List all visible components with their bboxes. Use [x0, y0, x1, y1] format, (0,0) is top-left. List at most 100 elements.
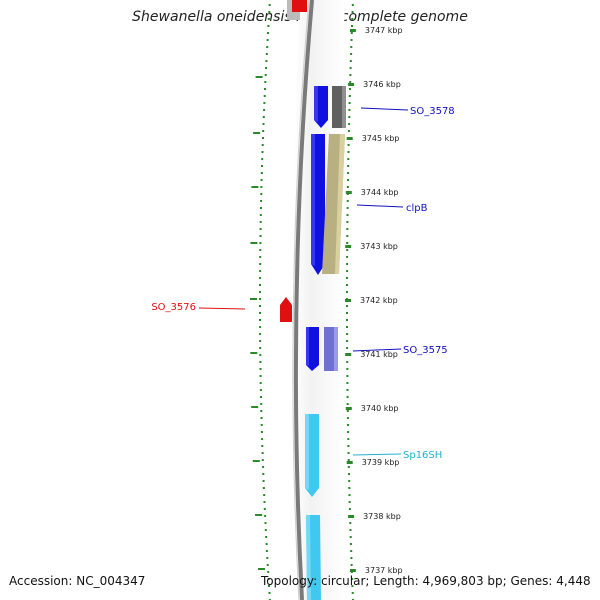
- gene-label-leader: [356, 204, 404, 208]
- gc-skew-dot: [350, 564, 353, 566]
- kbp-tick-label: 3747 kbp: [365, 26, 403, 35]
- gc-skew-dot: [346, 305, 348, 307]
- kbp-tick-label: 3743 kbp: [360, 242, 398, 251]
- gc-skew-dot: [265, 67, 267, 69]
- gc-skew-dot: [260, 396, 262, 398]
- gc-skew-dot: [259, 347, 262, 349]
- gc-skew-dot: [266, 557, 269, 559]
- gene-SO_3575-arrow: [306, 327, 319, 371]
- gc-skew-dot: [350, 557, 353, 559]
- gc-skew-dot: [346, 242, 349, 244]
- gc-skew-dot: [259, 333, 262, 335]
- gc-skew-dot: [259, 326, 262, 328]
- gc-skew-dot: [347, 130, 350, 132]
- gc-skew-dot: [346, 228, 349, 230]
- gc-skew-dot: [260, 410, 263, 412]
- gc-skew-dot: [348, 102, 351, 104]
- gc-skew-mark: [250, 352, 258, 354]
- gc-skew-mark: [251, 186, 259, 188]
- gc-skew-dot: [346, 200, 349, 202]
- gc-skew-dot: [349, 88, 351, 90]
- gc-skew-mark: [252, 460, 260, 462]
- kbp-tick-mark: [345, 191, 352, 194]
- gc-skew-dot: [259, 270, 262, 272]
- gc-skew-dot: [349, 543, 352, 545]
- kbp-tick-mark: [348, 83, 355, 86]
- gc-skew-dot: [346, 277, 348, 279]
- kbp-tick-mark: [346, 461, 353, 464]
- kbp-tick-mark: [345, 245, 352, 248]
- gc-skew-dot: [347, 431, 350, 433]
- gc-skew-dot: [265, 550, 268, 552]
- kbp-tick-label: 3739 kbp: [362, 458, 400, 467]
- gc-skew-dot: [349, 74, 352, 76]
- gene-rrna-lower: [306, 515, 321, 600]
- gc-skew-dot: [259, 319, 261, 321]
- gc-skew-dot: [347, 179, 349, 181]
- kbp-tick-label: 3745 kbp: [362, 134, 400, 143]
- gene-grey-block: [332, 86, 346, 128]
- gc-skew-dot: [350, 32, 353, 34]
- gc-skew-dot: [262, 480, 265, 482]
- gene-label-clpB[interactable]: clpB: [406, 203, 428, 214]
- gc-skew-dot: [261, 438, 264, 440]
- gc-skew-dot: [347, 165, 350, 167]
- gc-skew-dot: [261, 158, 264, 160]
- gc-skew-dot: [346, 256, 349, 258]
- gc-skew-mark: [251, 406, 259, 408]
- gc-skew-dot: [351, 11, 354, 13]
- gc-skew-dot: [346, 361, 349, 363]
- gc-skew-dot: [260, 207, 262, 209]
- gene-label-leader: [352, 453, 402, 456]
- gc-skew-dot: [263, 501, 266, 503]
- gc-skew-mark: [250, 298, 257, 300]
- gc-skew-dot: [267, 32, 269, 34]
- gc-skew-dot: [266, 39, 269, 41]
- gc-skew-dot: [349, 60, 352, 62]
- kbp-tick-mark: [345, 299, 351, 302]
- gene-label-Sp16SH[interactable]: Sp16SH: [403, 450, 442, 461]
- gene-label-SO_3578[interactable]: SO_3578: [410, 106, 455, 117]
- kbp-tick-label: 3746 kbp: [363, 80, 401, 89]
- gc-skew-dot: [350, 550, 353, 552]
- gc-skew-dot: [346, 284, 348, 286]
- gc-skew-dot: [346, 249, 349, 251]
- gc-skew-dot: [260, 200, 263, 202]
- gc-skew-dot: [268, 4, 271, 6]
- gc-skew-dot: [351, 25, 353, 27]
- gc-skew-dot: [259, 249, 262, 251]
- gc-skew-dot: [267, 18, 270, 20]
- gc-skew-dot: [267, 25, 270, 27]
- gc-skew-dot: [348, 473, 350, 475]
- genome-backbone: [293, 0, 314, 600]
- kbp-tick-label: 3738 kbp: [363, 512, 401, 521]
- gc-skew-dot: [259, 375, 262, 377]
- gc-skew-dot: [259, 214, 262, 216]
- gc-skew-dot: [348, 95, 351, 97]
- gc-skew-dot: [260, 186, 263, 188]
- gc-skew-dot: [346, 347, 349, 349]
- gc-skew-dot: [265, 60, 268, 62]
- gc-skew-dot: [346, 235, 349, 237]
- gene-label-SO_3576[interactable]: SO_3576: [151, 302, 196, 313]
- gc-skew-dot: [349, 81, 352, 83]
- gc-skew-dot: [346, 319, 348, 321]
- gc-skew-dot: [348, 494, 351, 496]
- gc-skew-dot: [259, 312, 261, 314]
- gene-top-partial: [287, 0, 307, 20]
- gc-skew-dot: [351, 578, 354, 580]
- gc-skew-dot: [264, 88, 266, 90]
- gc-skew-dot: [346, 368, 349, 370]
- gc-skew-dot: [347, 466, 350, 468]
- gene-SO_3576-arrow: [280, 297, 292, 322]
- genome-backbone-highlight: [292, 0, 310, 600]
- gene-label-SO_3575[interactable]: SO_3575: [403, 345, 448, 356]
- gc-skew-dot: [259, 242, 262, 244]
- gc-skew-dot: [347, 151, 350, 153]
- gc-skew-dot: [259, 305, 261, 307]
- kbp-tick-mark: [348, 515, 355, 518]
- gc-skew-dot: [350, 46, 353, 48]
- gc-skew-dot: [260, 431, 263, 433]
- gc-skew-dot: [346, 186, 349, 188]
